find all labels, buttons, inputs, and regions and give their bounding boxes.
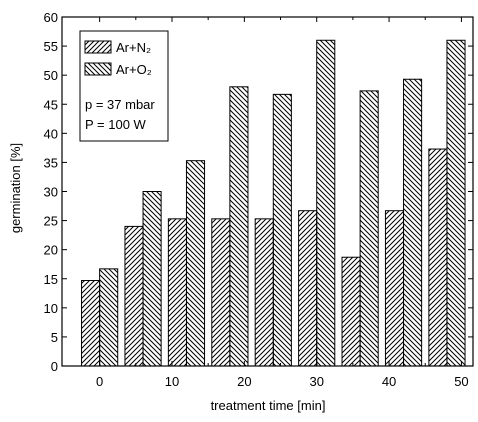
y-tick-label: 5 [51,330,58,345]
bar [167,218,187,367]
y-axis-label: germination [%] [8,143,23,233]
x-tick-label: 50 [454,374,468,389]
x-axis-label: treatment time [min] [211,398,326,413]
bar [254,218,274,367]
x-tick-label: 20 [237,374,251,389]
y-tick-label: 35 [44,155,58,170]
bar [272,93,292,367]
y-tick-label: 30 [44,185,58,200]
bar [211,218,231,367]
bar [229,86,249,367]
bar [185,160,206,367]
y-tick-label: 20 [44,243,58,258]
bar [428,148,448,367]
y-tick-label: 45 [44,97,58,112]
bar [446,39,466,367]
bar [316,39,336,367]
y-tick-label: 15 [44,272,58,287]
y-tick-label: 25 [44,214,58,229]
x-tick-label: 0 [96,374,103,389]
bar [359,90,379,367]
bar [298,210,318,367]
y-tick-label: 55 [44,39,58,54]
legend-label: Ar+O₂ [116,62,152,77]
x-tick-label: 30 [309,374,323,389]
x-tick-label: 40 [382,374,396,389]
y-tick-label: 10 [44,301,58,316]
bar [384,210,405,367]
bar [81,279,101,367]
bar [403,78,423,367]
legend-swatch [84,62,112,76]
y-tick-label: 0 [51,359,58,374]
x-tick-label: 10 [165,374,179,389]
y-tick-label: 60 [44,10,58,25]
bar [99,268,119,367]
bar [124,225,144,367]
annotation: P = 100 W [85,117,147,132]
bar [341,256,361,367]
annotation: p = 37 mbar [85,97,155,112]
y-tick-label: 40 [44,126,58,141]
bar [142,191,162,367]
legend-label: Ar+N₂ [116,40,151,55]
y-tick-label: 50 [44,68,58,83]
legend-swatch [84,40,112,54]
